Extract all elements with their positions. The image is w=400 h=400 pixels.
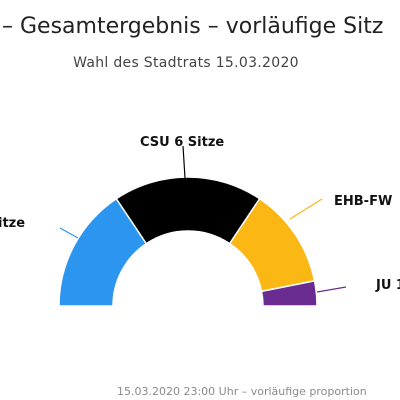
slice-labels: itze CSU 6 Sitze EHB-FW JU 1 <box>0 135 400 293</box>
connector-4 <box>316 286 347 293</box>
label-ju: JU 1 <box>375 278 400 293</box>
slice-ju <box>260 279 318 307</box>
label-csu: CSU 6 Sitze <box>140 135 224 150</box>
connector-2 <box>182 145 186 179</box>
semicircle-slices <box>58 176 318 307</box>
label-connectors <box>59 145 347 293</box>
chart-subtitle: Wahl des Stadtrats 15.03.2020 <box>73 55 299 71</box>
label-party-1: itze <box>0 216 25 231</box>
connector-1 <box>59 227 79 239</box>
label-ehb-fw: EHB-FW <box>334 194 392 209</box>
chart-footer: 15.03.2020 23:00 Uhr – vorläufige propor… <box>117 385 367 398</box>
chart-title: – Gesamtergebnis – vorläufige Sitz <box>2 14 383 39</box>
connector-3 <box>289 198 323 220</box>
